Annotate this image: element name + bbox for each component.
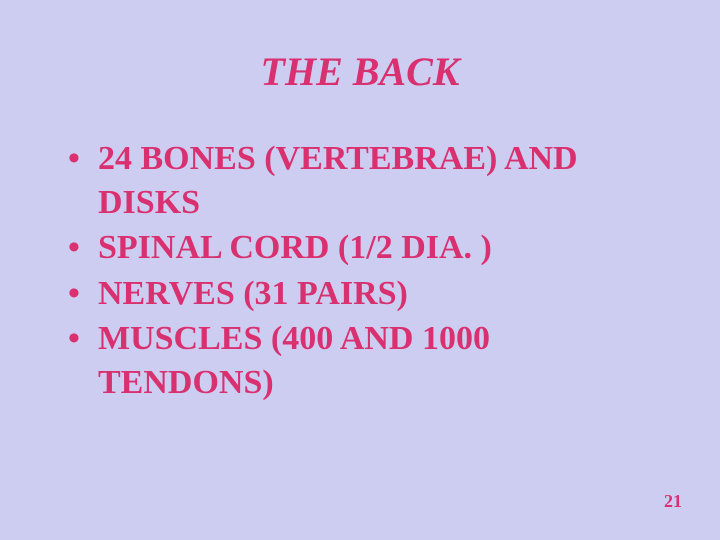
page-number: 21 xyxy=(664,491,682,512)
bullet-item: MUSCLES (400 AND 1000 TENDONS) xyxy=(62,317,670,404)
bullet-item: 24 BONES (VERTEBRAE) AND DISKS xyxy=(62,137,670,224)
bullet-list: 24 BONES (VERTEBRAE) AND DISKS SPINAL CO… xyxy=(50,137,670,404)
slide-title: THE BACK xyxy=(50,48,670,95)
slide: THE BACK 24 BONES (VERTEBRAE) AND DISKS … xyxy=(0,0,720,540)
bullet-item: NERVES (31 PAIRS) xyxy=(62,272,670,316)
bullet-item: SPINAL CORD (1/2 DIA. ) xyxy=(62,226,670,270)
